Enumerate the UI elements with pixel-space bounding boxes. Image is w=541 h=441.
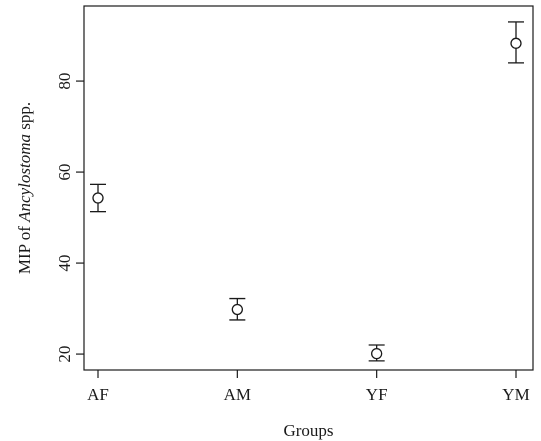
data-marks [90,21,524,362]
plot-frame [83,5,534,371]
x-axis-label: Groups [283,421,333,440]
y-tick-label: 20 [55,346,74,363]
y-tick-label: 40 [55,255,74,272]
y-tick-label: 80 [55,73,74,90]
data-point [371,347,383,360]
x-tick-label: YM [502,385,529,404]
y-axis: 20 40 60 80 [55,73,84,363]
x-tick-label: YF [366,385,388,404]
y-axis-label-suffix: spp. [15,102,34,134]
y-tick-label: 60 [55,164,74,181]
y-axis-label-genus: Ancylostoma [15,134,34,223]
data-point [231,303,243,316]
x-tick-label: AM [224,385,251,404]
y-axis-label-prefix: MIP of [15,222,34,274]
data-point [92,192,104,204]
data-point [510,37,522,49]
x-tick-label: AF [87,385,109,404]
x-axis: AF AM YF YM [87,370,530,404]
y-axis-label: MIP of Ancylostoma spp. [15,102,34,274]
